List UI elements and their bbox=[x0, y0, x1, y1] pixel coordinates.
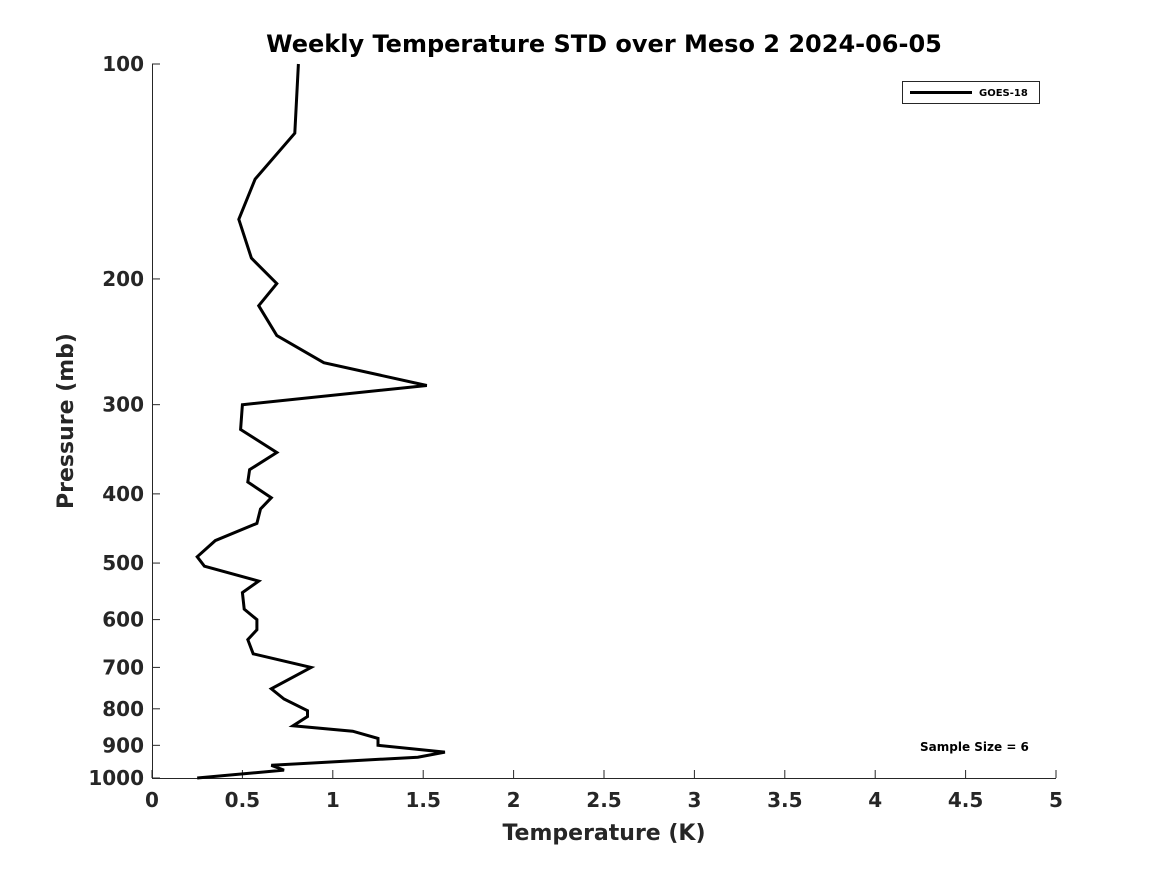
y-tick-label: 100 bbox=[102, 52, 144, 76]
axes bbox=[152, 64, 1056, 779]
y-tick-label: 600 bbox=[102, 608, 144, 632]
x-tick-label: 2 bbox=[507, 788, 521, 812]
x-tick-label: 1.5 bbox=[405, 788, 440, 812]
series-group bbox=[195, 63, 446, 780]
y-tick-label: 900 bbox=[102, 733, 144, 757]
y-tick-group: 100 200 300 400 500 600 700 800 900 1000 bbox=[88, 52, 160, 790]
legend-entry-goes-18: GOES-18 bbox=[979, 88, 1028, 99]
sample-size-annotation: Sample Size = 6 bbox=[920, 740, 1029, 754]
y-tick-label: 1000 bbox=[88, 766, 144, 790]
chart-title: Weekly Temperature STD over Meso 2 2024-… bbox=[266, 30, 942, 58]
x-axis-label: Temperature (K) bbox=[502, 821, 705, 846]
y-tick-label: 400 bbox=[102, 482, 144, 506]
series-line-goes-18 bbox=[195, 63, 446, 780]
x-tick-label: 0 bbox=[145, 788, 159, 812]
x-tick-label: 1 bbox=[326, 788, 340, 812]
x-tick-label: 5 bbox=[1049, 788, 1063, 812]
x-tick-label: 4.5 bbox=[948, 788, 983, 812]
x-tick-label: 2.5 bbox=[586, 788, 621, 812]
y-tick-label: 800 bbox=[102, 697, 144, 721]
y-tick-label: 300 bbox=[102, 393, 144, 417]
y-tick-label: 700 bbox=[102, 655, 144, 679]
x-tick-label: 4 bbox=[868, 788, 882, 812]
y-axis-label: Pressure (mb) bbox=[54, 333, 79, 509]
y-tick-label: 500 bbox=[102, 551, 144, 575]
x-tick-group: 0 0.5 1 1.5 2 2.5 3 3.5 4 4.5 5 bbox=[145, 770, 1063, 812]
x-tick-label: 3 bbox=[687, 788, 701, 812]
legend: GOES-18 bbox=[902, 81, 1040, 104]
x-tick-label: 0.5 bbox=[225, 788, 260, 812]
x-tick-label: 3.5 bbox=[767, 788, 802, 812]
y-tick-label: 200 bbox=[102, 267, 144, 291]
